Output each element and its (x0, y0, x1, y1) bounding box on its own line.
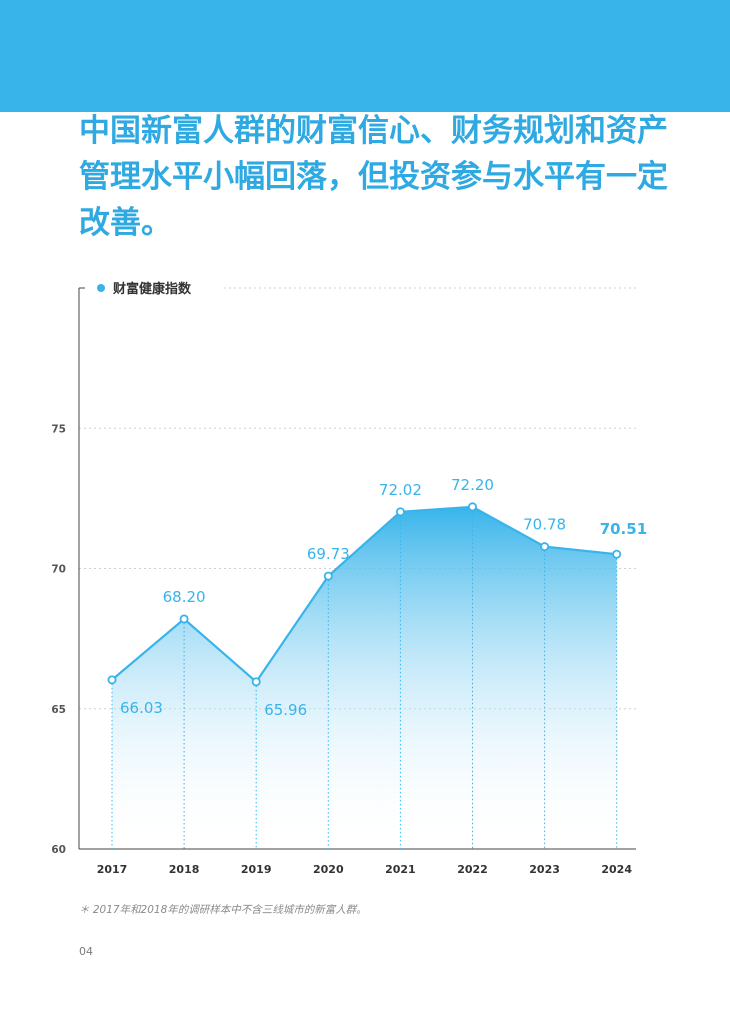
header-banner (0, 0, 730, 112)
grid-layer (79, 287, 636, 710)
series-area (112, 506, 617, 849)
series-line (111, 505, 617, 683)
data-label: 69.73 (307, 545, 350, 563)
data-label: 70.51 (600, 520, 647, 538)
y-tick-label: 60 (51, 844, 66, 856)
footnote: ＊ 2017年和2018年的调研样本中不含三线城市的新富人群。 (79, 904, 367, 916)
data-label: 68.20 (163, 588, 206, 606)
data-point (251, 677, 261, 687)
data-label: 70.78 (523, 516, 566, 534)
page-number: 04 (79, 945, 93, 958)
data-label: 65.96 (264, 701, 307, 719)
data-label: 72.20 (451, 476, 494, 494)
data-point (395, 507, 405, 517)
y-tick-label: 70 (51, 564, 66, 576)
legend: 财富健康指数 (97, 281, 192, 297)
data-label: 66.03 (120, 699, 163, 717)
data-label: 72.02 (379, 481, 422, 499)
x-tick-label: 2023 (529, 863, 560, 876)
x-tick-label: 2021 (385, 863, 416, 876)
x-tick-label: 2020 (313, 863, 344, 876)
x-tick-label: 2019 (241, 863, 272, 876)
x-tick-label: 2018 (169, 863, 200, 876)
page-headline: 中国新富人群的财富信心、财务规划和资产 管理水平小幅回落，但投资参与水平有一定 … (79, 108, 679, 246)
drop-line-layer (111, 506, 618, 849)
x-tick-label: 2022 (457, 863, 488, 876)
x-tick-label: 2024 (601, 863, 632, 876)
data-point (323, 571, 333, 581)
data-point (107, 675, 117, 685)
x-tick-label: 2017 (97, 863, 128, 876)
y-tick-label: 75 (51, 423, 66, 435)
wealth-health-index-chart: 60 65 70 75 2017 2018 2019 2020 2021 2022 2023 2024… (51, 281, 647, 876)
data-point (612, 549, 622, 559)
headline-line-2: 管理水平小幅回落，但投资参与水平有一定 (79, 159, 668, 195)
legend-label: 财富健康指数 (113, 281, 192, 297)
headline-line-3: 改善。 (79, 205, 172, 241)
label-layer: 66.03 68.20 65.96 69.73 72.02 72.20 70.78 70.51 (120, 476, 647, 719)
y-tick-label: 65 (51, 704, 66, 716)
data-point (179, 614, 189, 624)
legend-dot (97, 284, 105, 292)
data-point (467, 502, 477, 512)
headline-line-1: 中国新富人群的财富信心、财务规划和资产 (79, 113, 668, 149)
area-layer (111, 505, 617, 849)
point-layer (107, 502, 622, 687)
data-point (540, 542, 550, 552)
